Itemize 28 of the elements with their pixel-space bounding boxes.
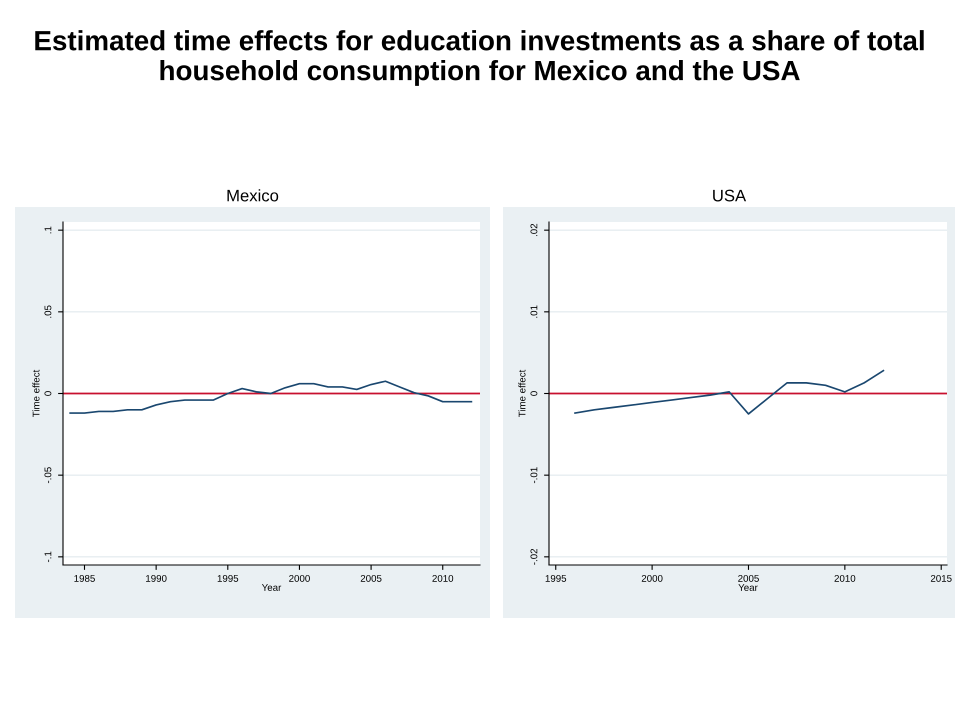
y-tick-label: 0 (530, 391, 538, 396)
y-axis-title: Time effect (518, 370, 526, 418)
x-axis-title: Year (262, 584, 282, 591)
x-tick-label: 2000 (642, 574, 663, 582)
y-tick-label: 0 (44, 391, 52, 396)
x-tick-label: 2010 (432, 574, 454, 582)
y-tick-label: -.1 (44, 552, 52, 562)
text: Estimated time effects for education investments as a share of total household consumption for Mexico and the USA (35, 30, 924, 86)
x-tick-label: 1990 (146, 574, 167, 582)
y-tick-label: -.01 (530, 467, 538, 484)
chart-title: USA (713, 190, 746, 202)
y-axis-title: Time effect (32, 370, 40, 418)
x-tick-label: 1985 (74, 574, 95, 582)
x-tick-label: 2000 (289, 574, 310, 582)
x-tick-label: 1995 (546, 574, 566, 582)
y-tick-label: .01 (530, 306, 538, 318)
x-tick-label: 1995 (218, 574, 238, 582)
x-axis-title: Year (738, 584, 758, 591)
y-tick-label: .02 (530, 224, 538, 236)
y-tick-label: -.05 (44, 467, 52, 484)
x-tick-label: 2005 (360, 574, 382, 582)
x-tick-label: 2010 (834, 574, 856, 582)
chart-title: Mexico (227, 189, 278, 202)
x-tick-label: 2005 (738, 574, 759, 582)
x-tick-label: 2015 (930, 574, 952, 582)
y-tick-label: .05 (44, 305, 52, 318)
y-tick-label: -.02 (530, 548, 538, 565)
y-tick-label: .1 (44, 226, 52, 234)
